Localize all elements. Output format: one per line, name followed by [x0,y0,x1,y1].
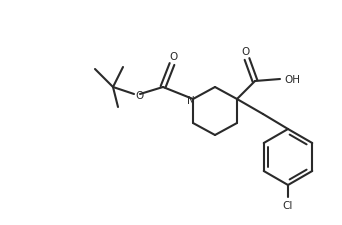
Text: O: O [169,52,177,62]
Text: OH: OH [284,75,300,85]
Text: N: N [187,96,195,106]
Text: O: O [241,47,249,57]
Text: O: O [135,91,143,101]
Text: Cl: Cl [283,200,293,210]
